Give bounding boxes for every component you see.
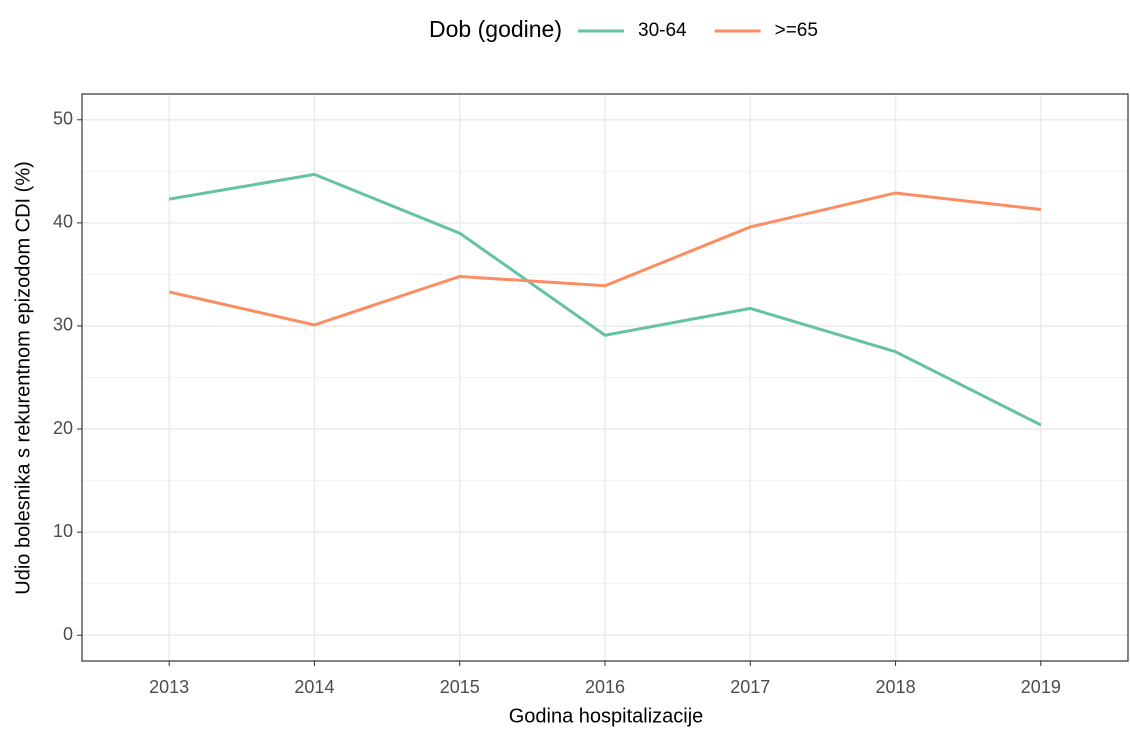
y-axis-label: Udio bolesnika s rekurentnom epizodom CD…: [12, 161, 34, 595]
x-tick-label: 2017: [730, 677, 770, 697]
y-tick-label: 10: [53, 521, 73, 541]
y-tick-label: 20: [53, 418, 73, 438]
x-tick-label: 2015: [440, 677, 480, 697]
y-tick-label: 50: [53, 109, 73, 129]
x-axis-label: Godina hospitalizacije: [509, 705, 704, 727]
x-tick-label: 2018: [876, 677, 916, 697]
y-tick-label: 30: [53, 315, 73, 335]
line: [168, 172, 1042, 427]
x-tick-label: 2019: [1021, 677, 1061, 697]
y-tick-label: 0: [63, 624, 73, 644]
line: [168, 191, 1041, 327]
legend-label: 30-64: [638, 20, 687, 41]
panel-border: [81, 93, 1129, 662]
x-tick-label: 2013: [149, 677, 189, 697]
x-tick-label: 2014: [294, 677, 334, 697]
x-tick-label: 2016: [585, 677, 625, 697]
legend-title: Dob (godine): [429, 16, 562, 42]
legend-label: >=65: [775, 20, 818, 41]
y-tick-label: 40: [53, 212, 73, 232]
